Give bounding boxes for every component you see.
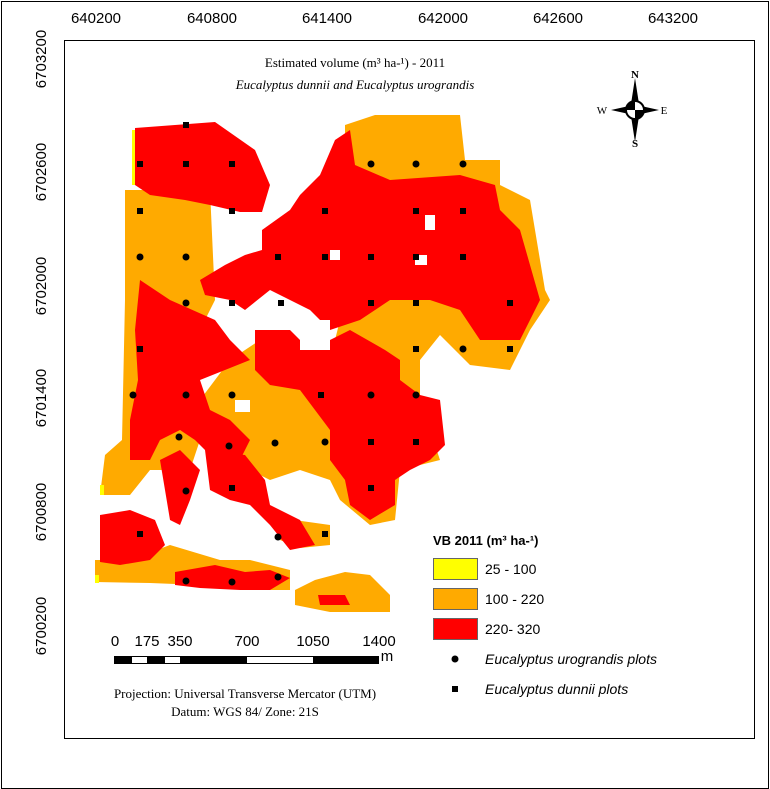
dunnii-plot-marker	[318, 392, 324, 398]
dunnii-plot-marker	[322, 208, 328, 214]
urograndis-plot-marker	[367, 160, 375, 168]
dunnii-plot-marker	[137, 531, 143, 537]
gaps	[235, 215, 435, 412]
legend-swatch-low	[433, 558, 478, 580]
urograndis-plot-marker	[228, 391, 236, 399]
urograndis-plot-marker	[182, 487, 190, 495]
x-tick: 641400	[301, 10, 353, 27]
scale-unit: m	[380, 648, 394, 665]
scale-label: 175	[134, 633, 160, 650]
dunnii-plot-marker	[229, 485, 235, 491]
dunnii-plot-marker	[183, 122, 189, 128]
dunnii-plot-marker	[368, 485, 374, 491]
urograndis-plot-marker	[459, 160, 467, 168]
scale-label: 1400	[362, 633, 396, 650]
dunnii-plot-marker	[413, 439, 419, 445]
dunnii-plot-marker	[137, 208, 143, 214]
map-subtitle: Eucalyptus dunnii and Eucalyptus urogran…	[235, 77, 475, 92]
plot-markers	[129, 122, 513, 586]
map-frame	[64, 40, 755, 739]
urograndis-plot-marker	[412, 160, 420, 168]
urograndis-plot-marker	[228, 578, 236, 586]
urograndis-plot-marker	[175, 433, 183, 441]
dunnii-plot-marker	[460, 254, 466, 260]
dunnii-plot-marker	[507, 346, 513, 352]
scale-bar	[114, 656, 379, 664]
west-label: W	[597, 105, 608, 117]
urograndis-plot-marker	[182, 299, 190, 307]
urograndis-plot-marker	[367, 391, 375, 399]
x-tick: 643200	[647, 10, 699, 27]
urograndis-plot-marker	[182, 253, 190, 261]
urograndis-plot-marker	[321, 438, 329, 446]
scale-label: 1050	[296, 633, 330, 650]
dunnii-plot-marker	[183, 161, 189, 167]
legend-title: VB 2011 (m³ ha-¹)	[433, 533, 539, 548]
x-tick: 642600	[532, 10, 584, 27]
x-tick: 642000	[417, 10, 469, 27]
east-label: E	[661, 105, 668, 117]
x-tick: 640200	[70, 10, 122, 27]
x-tick: 640800	[186, 10, 238, 27]
urograndis-plot-marker	[182, 391, 190, 399]
dunnii-plot-marker	[229, 208, 235, 214]
urograndis-plot-marker	[274, 533, 282, 541]
scale-label: 0	[110, 633, 120, 650]
legend-label-urograndis: Eucalyptus urograndis plots	[485, 651, 657, 667]
dunnii-plot-marker	[137, 161, 143, 167]
urograndis-plot-marker	[274, 573, 282, 581]
legend-markers	[451, 655, 459, 692]
south-label: S	[632, 138, 638, 150]
dunnii-plot-marker	[229, 161, 235, 167]
dunnii-plot-marker	[368, 300, 374, 306]
dunnii-plot-marker	[275, 254, 281, 260]
legend-label-low: 25 - 100	[485, 561, 537, 577]
dunnii-plot-marker	[322, 531, 328, 537]
urograndis-plot-marker	[182, 577, 190, 585]
dunnii-plot-marker	[413, 254, 419, 260]
legend-swatch-mid	[433, 588, 478, 610]
urograndis-plot-marker	[271, 439, 279, 447]
class-high-areas	[100, 122, 540, 605]
north-arrow	[611, 78, 659, 142]
dunnii-plot-marker	[413, 346, 419, 352]
dunnii-plot-marker	[278, 300, 284, 306]
dunnii-plot-marker	[368, 254, 374, 260]
projection-text: Projection: Universal Transverse Mercato…	[113, 686, 377, 701]
north-label: N	[631, 69, 639, 81]
urograndis-plot-marker	[459, 345, 467, 353]
dunnii-plot-marker	[460, 208, 466, 214]
datum-text: Datum: WGS 84/ Zone: 21S	[171, 704, 319, 719]
dunnii-plot-marker	[229, 300, 235, 306]
legend-label-high: 220- 320	[485, 621, 541, 637]
dunnii-plot-marker	[137, 346, 143, 352]
dunnii-plot-marker	[322, 254, 328, 260]
map-title: Estimated volume (m³ ha-¹) - 2011	[264, 55, 446, 70]
dunnii-plot-marker	[413, 208, 419, 214]
urograndis-plot-marker	[129, 391, 137, 399]
dunnii-plot-marker	[507, 300, 513, 306]
legend-swatch-high	[433, 618, 478, 640]
dunnii-plot-marker	[368, 439, 374, 445]
scale-label: 350	[167, 633, 193, 650]
legend-label-dunnii: Eucalyptus dunnii plots	[485, 681, 629, 697]
urograndis-plot-marker	[412, 391, 420, 399]
dunnii-plot-marker	[413, 300, 419, 306]
legend-label-mid: 100 - 220	[485, 591, 545, 607]
scale-label: 700	[234, 633, 260, 650]
urograndis-plot-marker	[225, 442, 233, 450]
urograndis-plot-marker	[136, 253, 144, 261]
